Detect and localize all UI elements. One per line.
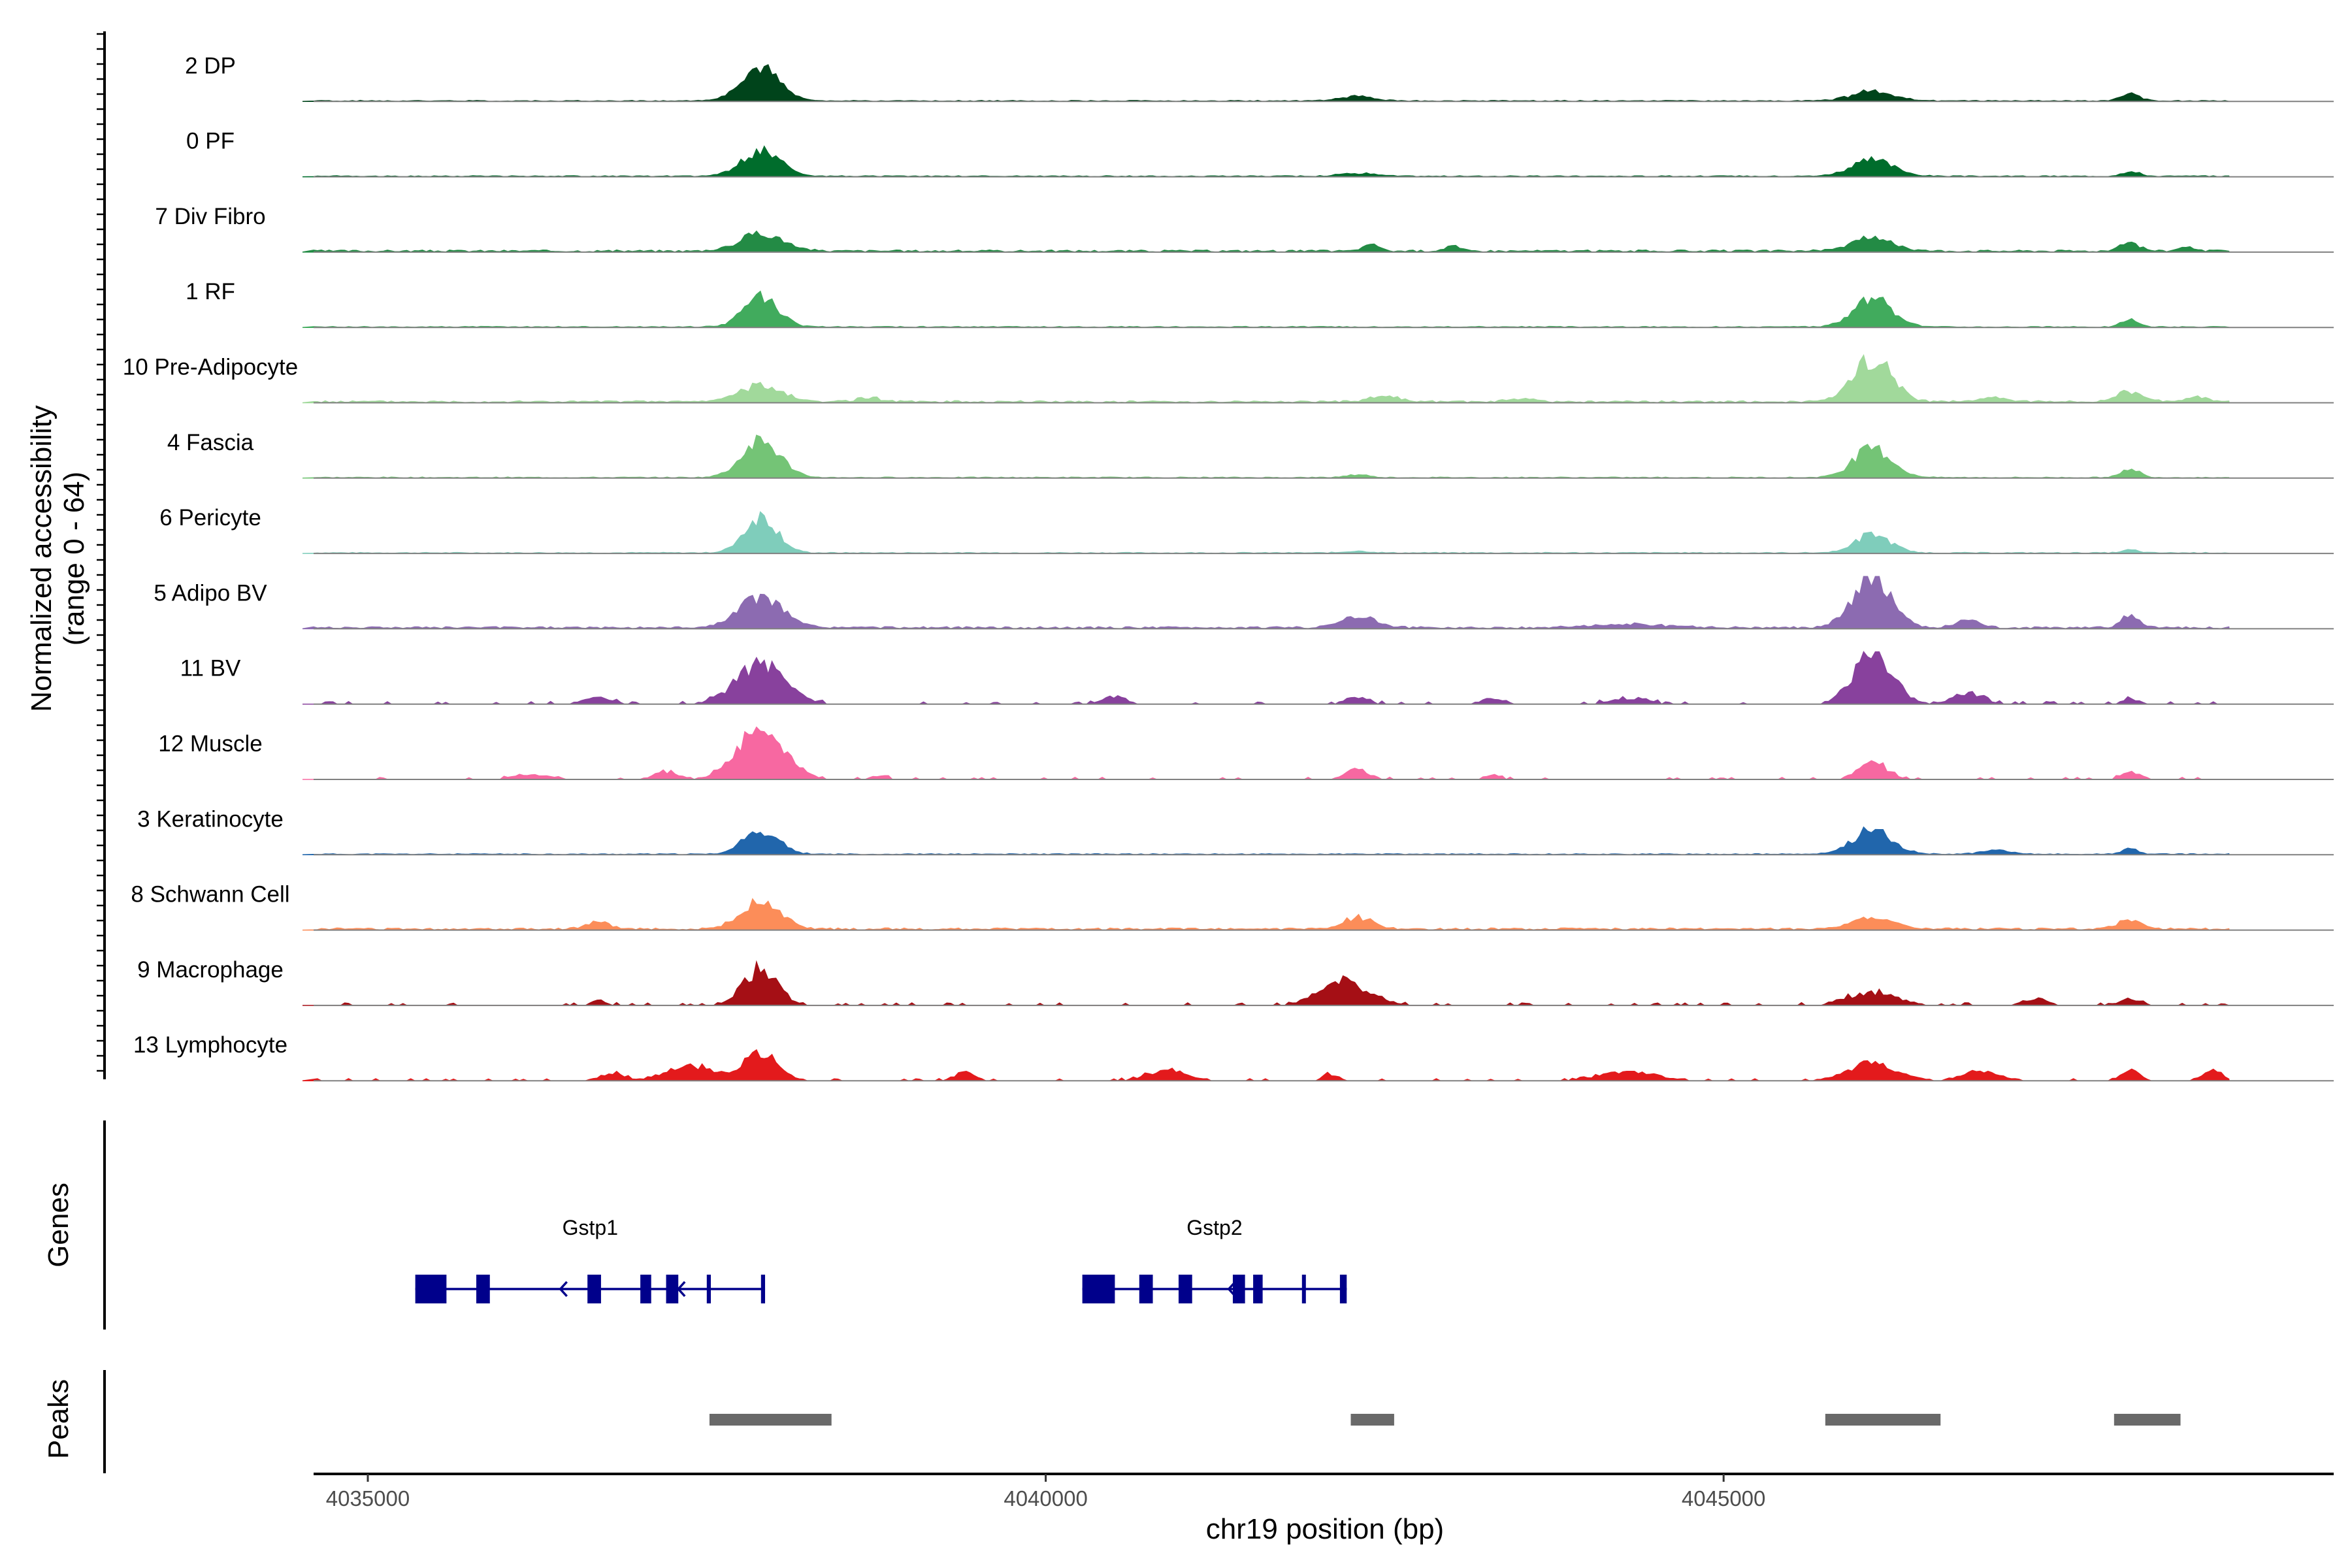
gene-exon <box>415 1275 447 1303</box>
track-label: 1 RF <box>186 279 235 304</box>
peak-region <box>1825 1414 1941 1426</box>
gene-exon <box>1139 1275 1153 1303</box>
strand-arrow <box>676 1281 686 1298</box>
track-label: 9 Macrophage <box>137 957 284 983</box>
peaks-panel <box>103 1370 2181 1473</box>
genes-track-title: Genes <box>42 1183 74 1267</box>
peaks-track-title: Peaks <box>42 1379 74 1459</box>
peak-region <box>709 1414 832 1426</box>
track-label: 5 Adipo BV <box>154 580 267 606</box>
gene-exon <box>1339 1275 1347 1303</box>
gene-exon <box>1178 1275 1192 1303</box>
peak-region <box>2114 1414 2181 1426</box>
track-label: 12 Muscle <box>158 731 263 757</box>
coverage-area-7 <box>302 511 2231 554</box>
accessibility-axis <box>97 31 106 1079</box>
gene-exon <box>1253 1275 1263 1303</box>
track-label: 10 Pre-Adipocyte <box>123 355 298 380</box>
gene-exon <box>587 1275 601 1303</box>
gene-exon <box>1082 1275 1115 1303</box>
x-tick-label: 4045000 <box>1682 1486 1765 1511</box>
gene-exon <box>640 1275 651 1303</box>
gene-label: Gstp1 <box>563 1216 618 1239</box>
gene-exon <box>1301 1275 1306 1303</box>
gene-label: Gstp2 <box>1186 1216 1242 1239</box>
coverage-area-12 <box>302 898 2230 931</box>
strand-arrow <box>1227 1281 1237 1298</box>
peak-region <box>1350 1414 1394 1426</box>
gene-exon <box>666 1275 679 1303</box>
gene-exon <box>476 1275 490 1303</box>
track-label: 0 PF <box>186 129 235 154</box>
coverage-area-3 <box>302 230 2230 253</box>
track-label: 11 BV <box>180 656 241 681</box>
gene-exon <box>706 1275 711 1303</box>
coverage-tracks: 2 DP 0 PF 7 Div Fibro 1 RF 10 Pre-Adipocyte 4… <box>123 53 2334 1082</box>
x-axis-title: chr19 position (bp) <box>1206 1513 1444 1545</box>
y-axis-title-line2: (range 0 - 64) <box>58 472 90 646</box>
genes-panel: Gstp1 Gstp2 <box>103 1120 1347 1330</box>
x-tick-label: 4040000 <box>1004 1486 1087 1511</box>
track-label: 4 Fascia <box>167 430 254 455</box>
track-label: 2 DP <box>185 53 236 78</box>
y-axis-title-line1: Normalized accessibility <box>25 405 57 711</box>
track-label: 3 Keratinocyte <box>137 806 284 832</box>
gene-exon <box>760 1275 766 1303</box>
x-tick-label: 4035000 <box>326 1486 410 1511</box>
track-label: 8 Schwann Cell <box>131 882 289 907</box>
track-label: 7 Div Fibro <box>155 204 265 229</box>
track-label: 13 Lymphocyte <box>133 1032 287 1058</box>
gene-exon <box>1232 1275 1245 1303</box>
track-label: 6 Pericyte <box>159 505 261 531</box>
strand-arrow <box>559 1281 568 1298</box>
x-axis: 4035000 4040000 4045000 <box>314 1473 2334 1511</box>
